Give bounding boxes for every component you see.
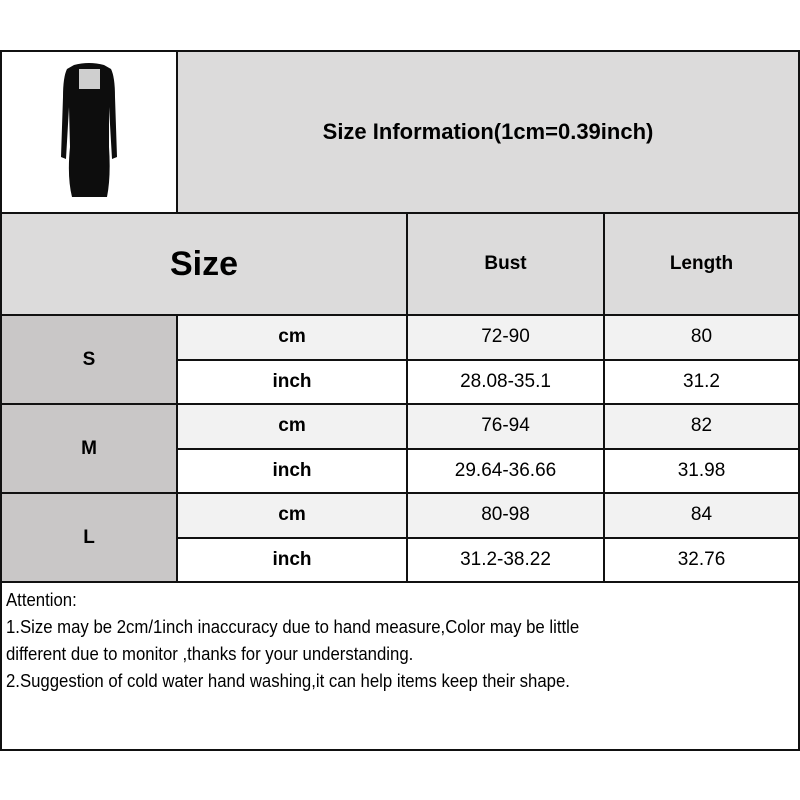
unit-cell: inch <box>176 447 408 494</box>
bust-value: 76-94 <box>406 403 605 450</box>
unit-cell: cm <box>176 314 408 361</box>
header-size: Size <box>0 212 408 316</box>
size-label: S <box>0 314 178 405</box>
unit-cell: inch <box>176 536 408 583</box>
bust-value: 28.08-35.1 <box>406 358 605 405</box>
length-value: 82 <box>603 403 800 450</box>
note-heading: Attention: <box>6 590 77 610</box>
dress-image <box>61 63 117 197</box>
length-value: 31.2 <box>603 358 800 405</box>
size-label: L <box>0 492 178 583</box>
product-image-cell <box>0 50 178 214</box>
note-line: 1.Size may be 2cm/1inch inaccuracy due t… <box>6 617 580 637</box>
size-info-title: Size Information(1cm=0.39inch) <box>176 50 800 214</box>
length-value: 84 <box>603 492 800 539</box>
unit-cell: cm <box>176 492 408 539</box>
bust-value: 72-90 <box>406 314 605 361</box>
length-value: 31.98 <box>603 447 800 494</box>
bust-value: 80-98 <box>406 492 605 539</box>
unit-cell: inch <box>176 358 408 405</box>
size-label: M <box>0 403 178 494</box>
header-bust: Bust <box>406 212 605 316</box>
length-value: 80 <box>603 314 800 361</box>
bust-value: 29.64-36.66 <box>406 447 605 494</box>
note-line: different due to monitor ,thanks for you… <box>6 644 414 664</box>
unit-cell: cm <box>176 403 408 450</box>
attention-notes: Attention: 1.Size may be 2cm/1inch inacc… <box>0 581 800 751</box>
header-length: Length <box>603 212 800 316</box>
bust-value: 31.2-38.22 <box>406 536 605 583</box>
note-line: 2.Suggestion of cold water hand washing,… <box>6 671 570 691</box>
length-value: 32.76 <box>603 536 800 583</box>
